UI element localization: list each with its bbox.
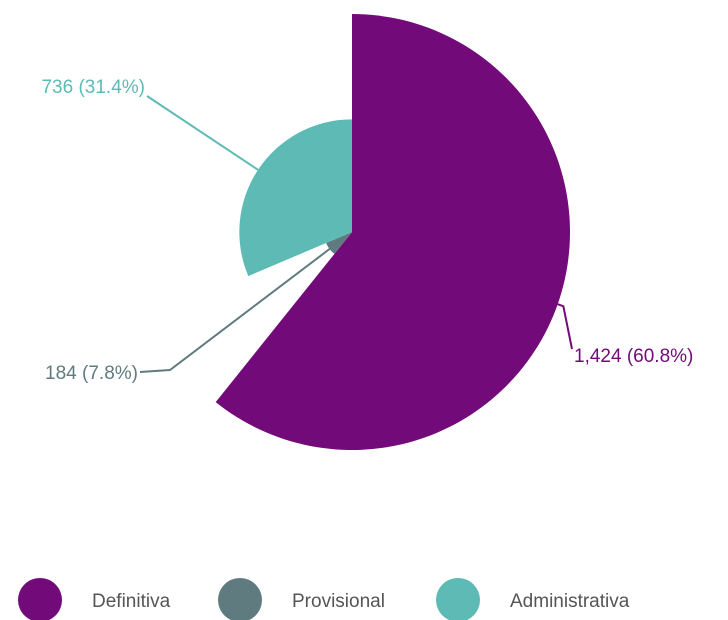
data-label: 184 (7.8%): [45, 363, 138, 384]
data-label: 1,424 (60.8%): [574, 346, 693, 367]
leader-line: [557, 303, 573, 350]
pie-slice: [239, 119, 352, 277]
legend-marker: [218, 578, 262, 620]
leader-line: [146, 95, 259, 171]
legend-label: Definitiva: [92, 591, 171, 612]
pie-slice: [215, 14, 570, 451]
legend-marker: [18, 578, 62, 620]
leader-line: [139, 239, 342, 373]
legend-label: Provisional: [292, 591, 385, 612]
data-label: 736 (31.4%): [41, 77, 145, 98]
legend-label: Administrativa: [510, 591, 630, 612]
legend-marker: [436, 578, 480, 620]
